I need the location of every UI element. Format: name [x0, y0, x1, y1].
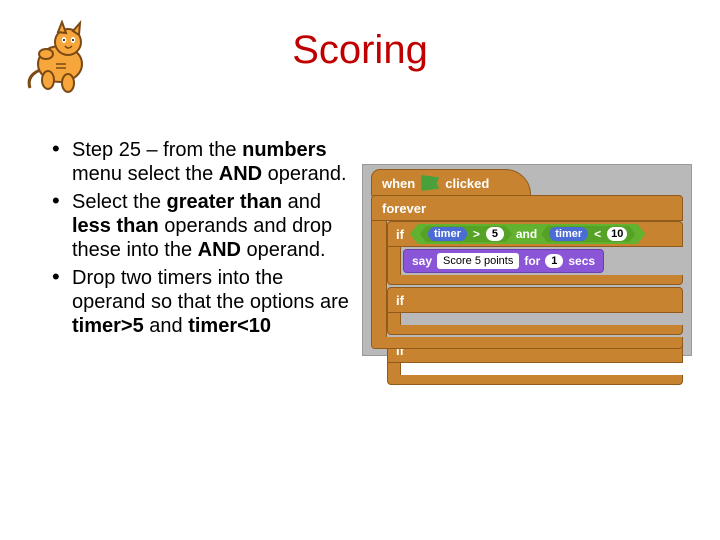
if-label: if — [396, 227, 404, 242]
secs-input[interactable]: 1 — [545, 254, 563, 268]
when-flag-clicked-block[interactable]: when clicked — [371, 169, 531, 197]
if-label: if — [396, 293, 404, 308]
and-operator[interactable]: timer > 5 and timer < 10 — [410, 224, 645, 244]
say-label: say — [412, 254, 432, 268]
for-label: for — [524, 254, 540, 268]
hat-clicked-label: clicked — [445, 176, 489, 191]
timer-reporter[interactable]: timer — [549, 227, 588, 241]
secs-label: secs — [568, 254, 595, 268]
gt-value[interactable]: 5 — [486, 227, 504, 241]
say-text-input[interactable]: Score 5 points — [437, 253, 519, 269]
green-flag-icon — [421, 175, 439, 191]
timer-reporter[interactable]: timer — [428, 227, 467, 241]
forever-label: forever — [382, 201, 426, 216]
hat-when-label: when — [382, 176, 415, 191]
say-block[interactable]: say Score 5 points for 1 secs — [403, 249, 604, 273]
gt-symbol: > — [471, 227, 482, 241]
bullet-1: Step 25 – from the numbers menu select t… — [50, 138, 350, 186]
bullet-2: Select the greater than and less than op… — [50, 190, 350, 262]
instruction-list: Step 25 – from the numbers menu select t… — [50, 138, 350, 342]
scratch-script-pane: when clicked forever if timer > 5 and — [362, 164, 692, 356]
lt-operator[interactable]: timer < 10 — [541, 226, 635, 242]
lt-value[interactable]: 10 — [607, 227, 627, 241]
forever-block[interactable]: forever if timer > 5 and timer — [371, 195, 683, 349]
gt-operator[interactable]: timer > 5 — [420, 226, 512, 242]
and-label: and — [516, 227, 537, 241]
lt-symbol: < — [592, 227, 603, 241]
if-block-2[interactable]: if — [387, 287, 683, 335]
bullet-3: Drop two timers into the operand so that… — [50, 266, 350, 338]
if-block-1[interactable]: if timer > 5 and timer < 10 — [387, 221, 683, 285]
page-title: Scoring — [0, 28, 720, 73]
